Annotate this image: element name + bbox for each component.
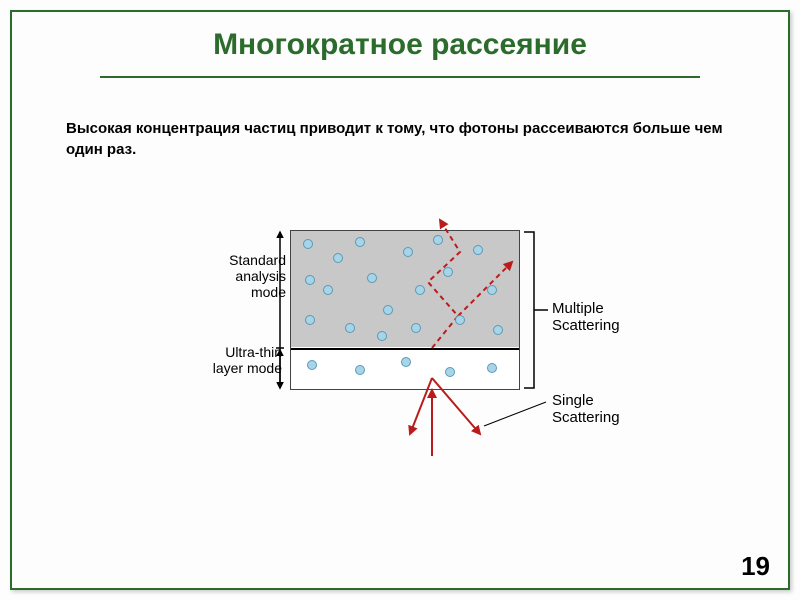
particle: [473, 245, 483, 255]
particle: [403, 247, 413, 257]
label-std_mode: Standardanalysismode: [200, 252, 286, 300]
particle: [415, 285, 425, 295]
lower-layer: [291, 347, 519, 389]
particle: [307, 360, 317, 370]
particle: [305, 275, 315, 285]
slide-title: Многократное рассеяние: [0, 28, 800, 62]
particle: [377, 331, 387, 341]
slide-subtitle: Высокая концентрация частиц приводит к т…: [66, 118, 734, 160]
label-multiple: MultipleScattering: [552, 300, 620, 335]
particle: [493, 325, 503, 335]
particle: [383, 305, 393, 315]
particle: [355, 365, 365, 375]
particle: [401, 357, 411, 367]
particle: [323, 285, 333, 295]
scattering-diagram: Standardanalysismode Ultra-thinlayer mode…: [160, 220, 640, 460]
layer-divider: [291, 348, 519, 350]
label-single: SingleScattering: [552, 392, 620, 427]
title-underline: [100, 76, 700, 78]
particle: [445, 367, 455, 377]
page-number: 19: [741, 551, 770, 582]
particle: [487, 285, 497, 295]
particle: [433, 235, 443, 245]
particle: [411, 323, 421, 333]
label-ultra_thin: Ultra-thinlayer mode: [196, 344, 282, 376]
particle: [345, 323, 355, 333]
particle: [487, 363, 497, 373]
particle: [305, 315, 315, 325]
particle: [355, 237, 365, 247]
particle: [443, 267, 453, 277]
particle: [367, 273, 377, 283]
particle: [333, 253, 343, 263]
particle: [455, 315, 465, 325]
particle: [303, 239, 313, 249]
